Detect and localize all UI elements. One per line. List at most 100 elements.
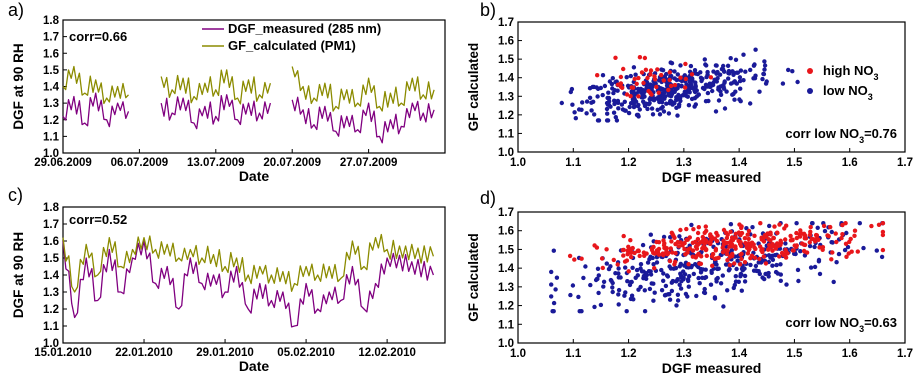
scatter-point-high-no3 bbox=[737, 222, 742, 227]
scatter-point-low-no3 bbox=[795, 79, 800, 85]
scatter-point-low-no3 bbox=[636, 287, 641, 292]
scatter-point-low-no3 bbox=[640, 242, 646, 248]
scatter-point-low-no3 bbox=[581, 275, 586, 281]
scatter-point-low-no3 bbox=[673, 265, 679, 271]
plot-frame bbox=[517, 21, 906, 153]
scatter-point-low-no3 bbox=[685, 94, 690, 99]
scatter-point-high-no3 bbox=[748, 256, 753, 261]
scatter-point-low-no3 bbox=[692, 68, 698, 73]
scatter-point-low-no3 bbox=[668, 266, 674, 271]
scatter-point-high-no3 bbox=[618, 74, 624, 80]
scatter-point-low-no3 bbox=[681, 269, 686, 274]
scatter-point-high-no3 bbox=[628, 94, 633, 99]
scatter-point-high-no3 bbox=[625, 252, 630, 257]
scatter-point-high-no3 bbox=[700, 234, 705, 240]
scatter-point-high-no3 bbox=[696, 225, 701, 230]
scatter-point-low-no3 bbox=[661, 234, 667, 240]
scatter-point-low-no3 bbox=[702, 57, 707, 62]
y-tick-label: 1.2 bbox=[498, 301, 514, 313]
scatter-point-high-no3 bbox=[637, 55, 643, 60]
scatter-point-low-no3 bbox=[795, 267, 801, 273]
scatter-point-low-no3 bbox=[570, 102, 575, 107]
scatter-point-low-no3 bbox=[794, 221, 799, 226]
scatter-point-low-no3 bbox=[633, 91, 638, 96]
scatter-point-high-no3 bbox=[704, 253, 709, 258]
scatter-point-low-no3 bbox=[719, 66, 725, 72]
y-tick-label: 1.5 bbox=[43, 65, 60, 77]
y-tick-label: 1.7 bbox=[43, 32, 59, 44]
scatter-point-low-no3 bbox=[689, 222, 694, 228]
corr-annotation: corr low NO3=0.76 bbox=[785, 126, 897, 145]
scatter-point-low-no3 bbox=[675, 113, 680, 118]
scatter-point-high-no3 bbox=[733, 231, 738, 236]
y-tick-label: 1.8 bbox=[43, 15, 60, 27]
scatter-point-high-no3 bbox=[690, 248, 696, 253]
scatter-point-low-no3 bbox=[734, 266, 739, 272]
scatter-point-low-no3 bbox=[595, 266, 601, 271]
scatter-point-low-no3 bbox=[642, 101, 647, 106]
scatter-point-low-no3 bbox=[829, 229, 834, 235]
scatter-point-low-no3 bbox=[646, 101, 652, 107]
scatter-point-low-no3 bbox=[551, 248, 556, 253]
scatter-point-high-no3 bbox=[611, 257, 616, 263]
scatter-point-high-no3 bbox=[620, 85, 625, 91]
x-axis-label: DGF measured bbox=[662, 169, 762, 185]
scatter-point-low-no3 bbox=[623, 108, 628, 113]
scatter-point-low-no3 bbox=[649, 106, 655, 111]
scatter-point-low-no3 bbox=[807, 243, 813, 249]
scatter-point-high-no3 bbox=[669, 239, 674, 244]
scatter-point-high-no3 bbox=[728, 241, 734, 246]
scatter-point-low-no3 bbox=[700, 267, 705, 272]
y-tick-label: 1.7 bbox=[43, 219, 59, 231]
scatter-point-low-no3 bbox=[711, 80, 716, 86]
scatter-point-low-no3 bbox=[652, 290, 657, 295]
scatter-point-high-no3 bbox=[630, 85, 636, 90]
scatter-point-low-no3 bbox=[845, 244, 851, 250]
scatter-point-high-no3 bbox=[641, 250, 647, 255]
scatter-point-low-no3 bbox=[676, 104, 682, 109]
scatter-point-high-no3 bbox=[745, 232, 750, 237]
scatter-point-low-no3 bbox=[636, 89, 642, 94]
scatter-point-low-no3 bbox=[618, 275, 623, 280]
scatter-point-low-no3 bbox=[549, 294, 554, 299]
scatter-point-high-no3 bbox=[759, 248, 764, 253]
scatter-point-low-no3 bbox=[683, 291, 689, 297]
scatter-point-high-no3 bbox=[813, 232, 819, 238]
legend-entry: DGF_measured (285 nm) bbox=[228, 21, 381, 36]
scatter-point-low-no3 bbox=[735, 258, 740, 263]
scatter-point-high-no3 bbox=[668, 246, 673, 251]
scatter-point-high-no3 bbox=[783, 237, 788, 242]
scatter-point-low-no3 bbox=[641, 276, 646, 281]
scatter-point-low-no3 bbox=[722, 79, 727, 84]
scatter-point-low-no3 bbox=[624, 75, 629, 80]
y-tick-label: 1.7 bbox=[498, 17, 514, 29]
scatter-point-low-no3 bbox=[570, 283, 576, 288]
scatter-point-high-no3 bbox=[710, 263, 715, 268]
scatter-point-high-no3 bbox=[621, 253, 626, 258]
y-tick-label: 1.6 bbox=[498, 226, 514, 238]
corr-annotation: corr=0.66 bbox=[69, 29, 127, 44]
scatter-point-low-no3 bbox=[831, 279, 836, 285]
scatter-point-high-no3 bbox=[839, 235, 844, 241]
scatter-point-high-no3 bbox=[720, 250, 726, 255]
x-tick-label: 1.2 bbox=[621, 157, 637, 169]
scatter-point-low-no3 bbox=[604, 100, 610, 106]
scatter-point-high-no3 bbox=[698, 261, 704, 266]
scatter-point-high-no3 bbox=[794, 230, 799, 236]
scatter-point-high-no3 bbox=[808, 224, 813, 230]
scatter-point-low-no3 bbox=[682, 263, 687, 268]
scatter-point-low-no3 bbox=[712, 296, 718, 301]
scatter-point-low-no3 bbox=[641, 94, 646, 100]
scatter-point-high-no3 bbox=[652, 266, 657, 271]
scatter-point-low-no3 bbox=[834, 260, 839, 265]
scatter-point-high-no3 bbox=[600, 265, 605, 271]
scatter-point-low-no3 bbox=[576, 294, 581, 300]
scatter-point-high-no3 bbox=[738, 252, 743, 257]
scatter-point-low-no3 bbox=[549, 282, 554, 287]
scatter-point-high-no3 bbox=[694, 253, 699, 258]
scatter-point-low-no3 bbox=[628, 101, 634, 106]
scatter-point-high-no3 bbox=[821, 223, 827, 229]
scatter-point-high-no3 bbox=[715, 233, 720, 238]
scatter-point-low-no3 bbox=[601, 284, 606, 289]
panel-d: d) 1.0 1.1 1.2 1.3 1.4 1.5 1.6 1.7 GF calculated D… bbox=[466, 188, 913, 376]
